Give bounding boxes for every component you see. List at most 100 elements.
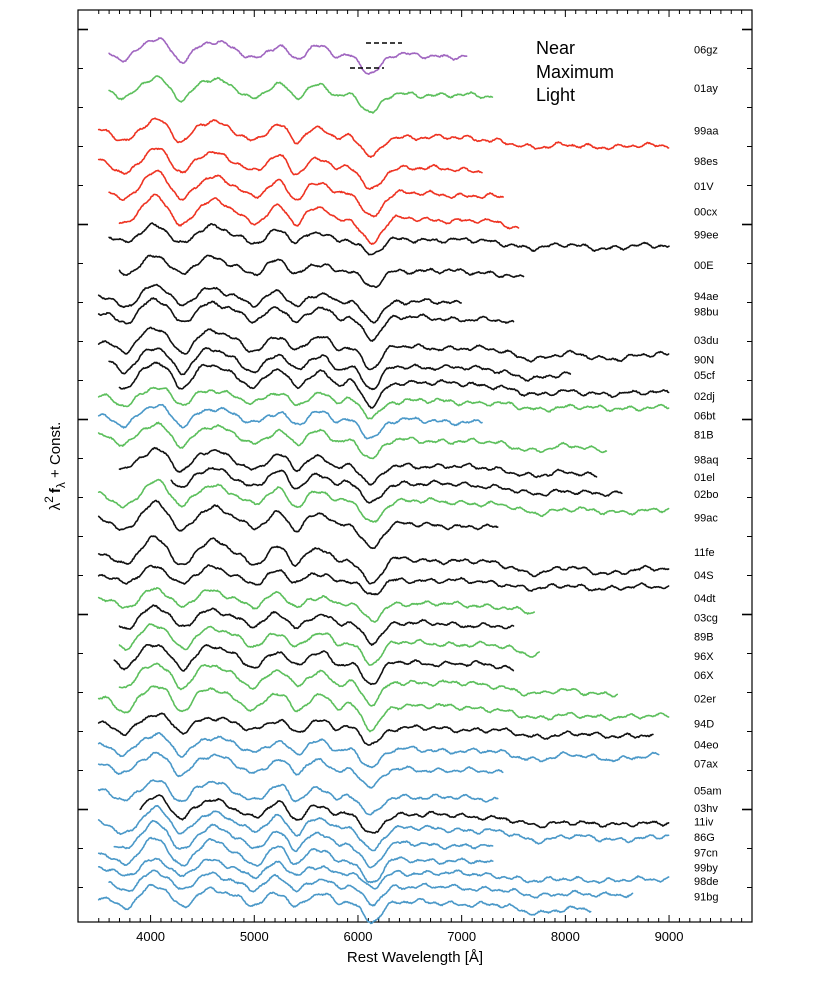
spectrum-line-03cg [118,604,515,646]
series-label: 02dj [694,391,715,403]
spectrum-line-99by [97,857,670,890]
y-axis-rest: + Const. [47,422,64,482]
series-label: 94ae [694,291,718,303]
x-axis-title: Rest Wavelength [Å] [347,949,483,966]
spectrum-line-03hv [139,794,670,834]
spectrum-line-90N [108,347,572,391]
spectrum-line-94ae [97,283,462,324]
spectrum-line-06gz [108,37,468,75]
y-axis-f: f [47,487,64,493]
series-label: 86G [694,832,715,844]
series-label: 11iv [694,817,714,829]
series-label: 03cg [694,612,718,624]
spectrum-line-86G [113,819,494,869]
spectrum-line-99ee [108,222,670,256]
spectrum-line-00E [118,254,525,289]
series-label: 00E [694,260,714,272]
series-label: 96X [694,651,714,663]
spectrum-line-98bu [97,297,515,342]
spectra-series [97,37,670,925]
x-tick-labels: 4000 5000 6000 7000 8000 9000 [136,929,683,944]
series-label: 89B [694,632,714,644]
spectrum-line-99ac [97,499,499,550]
plot-frame [77,9,753,923]
series-label: 03du [694,335,718,347]
series-label: 00cx [694,206,718,218]
series-label: 98aq [694,455,718,467]
annotation-line-2: Maximum [536,62,614,82]
series-label: 97cn [694,847,718,859]
spectrum-line-98de [108,869,634,907]
spectrum-line-05cf [118,361,670,409]
series-label: 04S [694,570,714,582]
spectrum-line-02dj [97,386,670,420]
series-label: 94D [694,718,714,730]
series-label: 90N [694,355,714,367]
annotation-line-3: Light [536,85,575,105]
series-label: 06gz [694,45,718,57]
series-label: 03hv [694,803,718,815]
series-label: 81B [694,430,714,442]
series-label: 99aa [694,125,719,137]
spectrum-line-96X [113,644,515,686]
spectrum-line-02er [97,685,670,733]
spectrum-line-04dt [97,587,535,623]
annotation-line-1: Near [536,38,575,58]
series-label: 98de [694,876,718,888]
series-label: 06bt [694,410,715,422]
x-tick-label: 4000 [136,929,165,944]
axis-ticks [78,10,752,922]
spectrum-line-02bo [97,478,670,523]
y-axis-lambda: λ [47,502,64,510]
series-label: 02bo [694,489,718,501]
spectrum-line-94D [97,712,654,746]
spectrum-line-07ax [97,751,504,789]
series-label: 07ax [694,759,718,771]
x-tick-label: 5000 [240,929,269,944]
series-label: 01V [694,181,714,193]
spectrum-line-89B [118,623,540,666]
series-label: 99by [694,863,718,875]
spectrum-line-05am [97,779,499,816]
series-label: 11fe [694,547,715,559]
series-label: 02er [694,693,716,705]
y-axis-sub: λ [54,482,68,488]
x-tick-label: 8000 [551,929,580,944]
spectrum-line-99aa [97,117,670,158]
spectrum-line-81B [97,421,608,460]
spectrum-line-03du [97,326,670,371]
series-label: 04dt [694,593,715,605]
y-axis-title: λ2fλ + Const. [42,422,68,511]
spectrum-line-11iv [97,804,670,852]
spectrum-line-06bt [97,403,483,440]
spectrum-line-04eo [97,732,660,769]
series-label: 99ee [694,229,718,241]
x-tick-label: 6000 [344,929,373,944]
spectrum-line-98aq [118,446,598,486]
series-label: 05am [694,786,722,798]
spectrum-line-01V [108,169,504,218]
x-tick-label: 9000 [655,929,684,944]
series-label: 91bg [694,892,718,904]
spectrum-line-01ay [108,75,494,114]
spectrum-line-97cn [97,836,494,884]
spectrum-line-91bg [97,883,592,925]
spectrum-line-04S [97,564,670,596]
series-label: 06X [694,670,714,682]
series-label: 98bu [694,306,718,318]
spectrum-line-00cx [118,193,520,245]
spectrum-line-01el [170,466,623,504]
spectrum-line-98es [97,147,483,190]
y-axis-sup: 2 [42,496,56,503]
series-labels: 06gz 01ay 99aa 98es 01V 00cx 99ee 00E 94ae 98bu 03… [694,45,722,904]
series-label: 98es [694,156,718,168]
series-label: 01el [694,472,715,484]
spectrum-line-06X [118,662,618,707]
series-label: 99ac [694,512,718,524]
x-tick-label: 7000 [447,929,476,944]
series-label: 05cf [694,370,716,382]
series-label: 04eo [694,740,718,752]
series-label: 01ay [694,83,718,95]
spectrum-line-11fe [97,535,670,585]
